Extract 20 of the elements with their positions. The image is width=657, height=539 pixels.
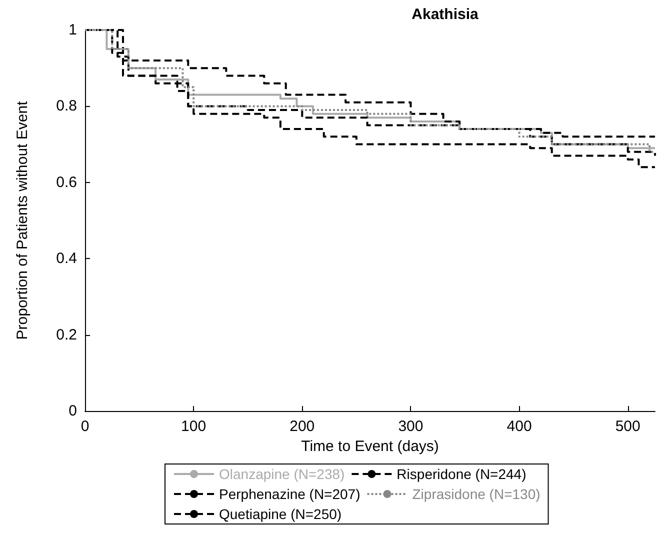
legend-label: Olanzapine (N=238) xyxy=(219,466,345,482)
legend-label: Quetiapine (N=250) xyxy=(219,506,342,522)
x-tick-label: 200 xyxy=(290,418,315,435)
y-tick-label: 0 xyxy=(68,402,77,420)
legend-label: Perphenazine (N=207) xyxy=(219,486,360,502)
x-axis-title: Time to Event (days) xyxy=(301,438,439,455)
y-tick-label: 0.4 xyxy=(56,250,77,268)
x-tick-label: 500 xyxy=(615,418,640,435)
x-tick-label: 0 xyxy=(80,418,90,435)
x-tick-label: 100 xyxy=(181,418,206,435)
y-axis-title: Proportion of Patients without Event xyxy=(14,100,31,340)
x-tick-label: 300 xyxy=(398,418,424,435)
legend-label: Risperidone (N=244) xyxy=(396,466,526,482)
chart-title: Akathisia xyxy=(412,6,479,23)
legend-label: Ziprasidone (N=130) xyxy=(412,486,540,502)
y-tick-label: 1 xyxy=(68,22,77,38)
y-tick-label: 0.2 xyxy=(56,326,77,344)
y-tick-label: 0.6 xyxy=(56,174,77,191)
x-tick-label: 400 xyxy=(506,418,532,435)
y-tick-label: 0.8 xyxy=(56,98,77,115)
